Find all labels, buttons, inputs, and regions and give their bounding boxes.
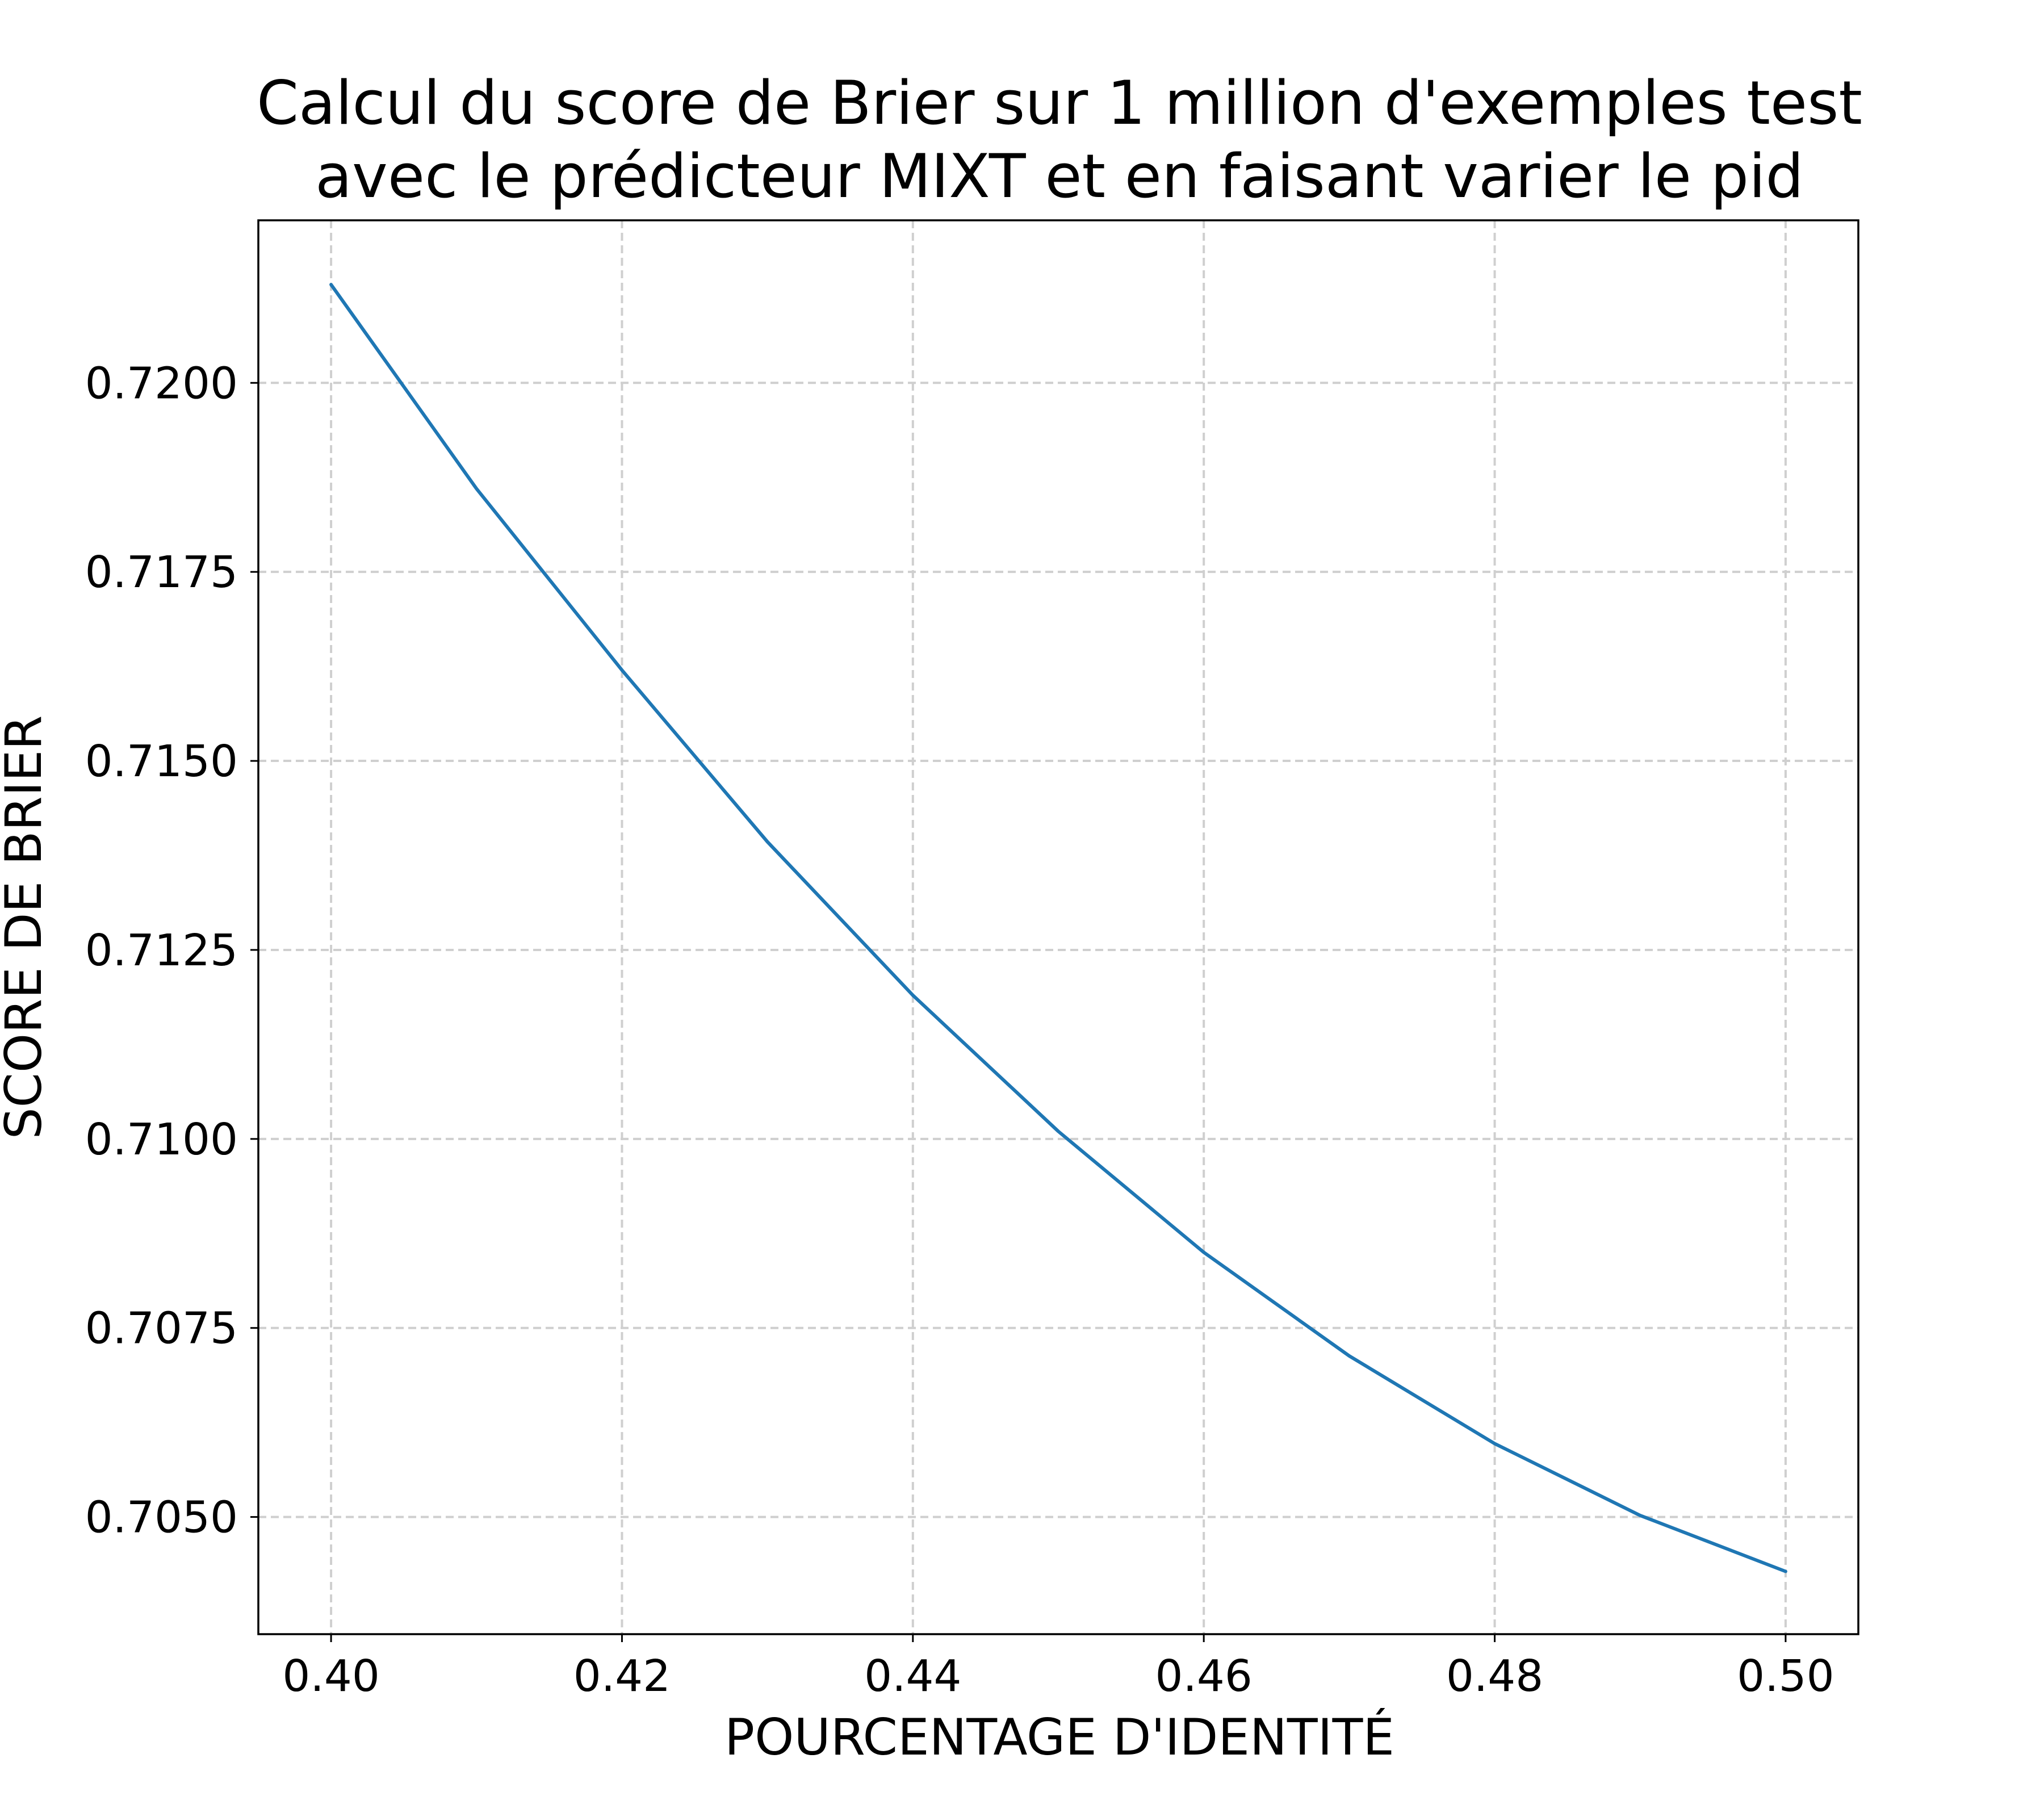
y-tick-label: 0.7125 [85,926,238,976]
chart-title-line-2: avec le prédicteur MIXT et en faisant va… [315,141,1804,211]
x-tick-label: 0.44 [864,1651,961,1702]
grid [258,220,1858,1634]
y-tick-label: 0.7100 [85,1115,238,1165]
y-tick-label: 0.7200 [85,358,238,409]
y-tick-label: 0.7050 [85,1493,238,1543]
axis-ticks: 0.40 0.42 0.44 0.46 0.48 0.50 0.7050 0.7075 0.71… [85,358,1834,1702]
plot-frame [257,219,1859,1635]
y-tick-label: 0.7150 [85,736,238,787]
x-tick-label: 0.50 [1737,1651,1834,1702]
y-axis-label: SCORE DE BRIER [0,715,53,1140]
y-tick-label: 0.7075 [85,1304,238,1354]
x-tick-label: 0.40 [282,1651,379,1702]
x-axis-label: POURCENTAGE D'IDENTITÉ [724,1708,1394,1766]
x-tick-label: 0.46 [1155,1651,1252,1702]
x-tick-label: 0.48 [1446,1651,1543,1702]
series-line [329,283,1787,1573]
x-tick-label: 0.42 [573,1651,671,1702]
chart-title-line-1: Calcul du score de Brier sur 1 million d… [257,68,1862,138]
y-tick-label: 0.7175 [85,547,238,598]
